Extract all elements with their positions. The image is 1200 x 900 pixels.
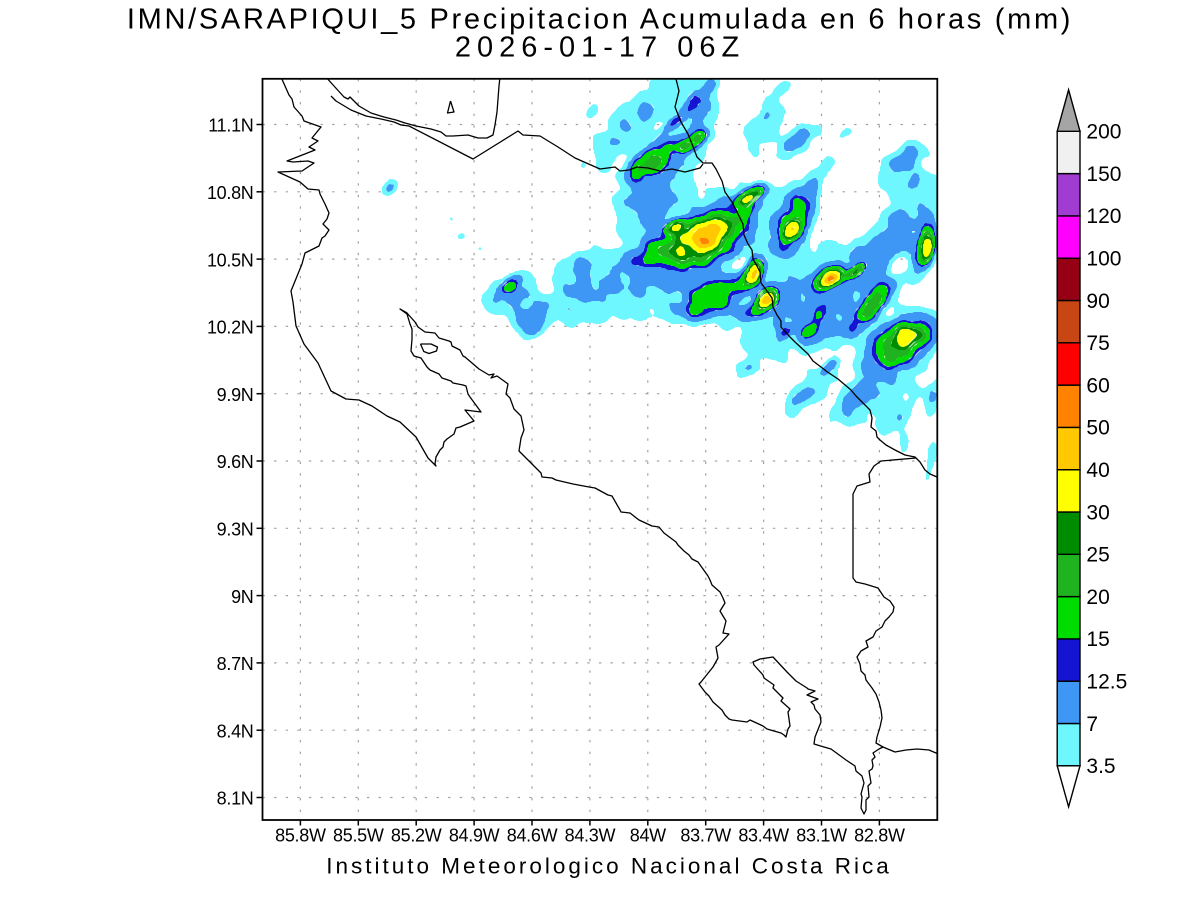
svg-text:30: 30 (1086, 501, 1109, 524)
svg-text:3.5: 3.5 (1086, 755, 1115, 778)
svg-text:9.3N: 9.3N (217, 520, 254, 540)
svg-text:83.4W: 83.4W (738, 826, 789, 846)
svg-text:9N: 9N (231, 587, 253, 607)
svg-text:9.6N: 9.6N (217, 452, 254, 472)
svg-text:20: 20 (1086, 586, 1109, 609)
svg-text:85.5W: 85.5W (333, 826, 384, 846)
svg-text:7: 7 (1086, 713, 1098, 736)
svg-text:200: 200 (1086, 121, 1121, 144)
svg-text:8.4N: 8.4N (217, 721, 254, 741)
svg-text:Instituto Meteorologico Nacion: Instituto Meteorologico Nacional Costa R… (326, 854, 891, 879)
svg-text:10.8N: 10.8N (207, 183, 254, 203)
svg-text:83.7W: 83.7W (680, 826, 731, 846)
svg-text:IMN/SARAPIQUI_5 Precipitacion: IMN/SARAPIQUI_5 Precipitacion Acumulada … (127, 4, 1073, 36)
svg-text:120: 120 (1086, 205, 1121, 228)
svg-text:40: 40 (1086, 459, 1109, 482)
svg-text:85.8W: 85.8W (275, 826, 326, 846)
svg-text:150: 150 (1086, 163, 1121, 186)
svg-text:15: 15 (1086, 628, 1109, 651)
svg-text:12.5: 12.5 (1086, 671, 1127, 694)
svg-text:90: 90 (1086, 290, 1109, 313)
svg-text:83.1W: 83.1W (796, 826, 847, 846)
svg-text:100: 100 (1086, 248, 1121, 271)
svg-text:11.1N: 11.1N (208, 116, 253, 136)
svg-text:60: 60 (1086, 374, 1109, 397)
svg-text:10.2N: 10.2N (207, 318, 254, 338)
svg-text:82.8W: 82.8W (854, 826, 905, 846)
svg-text:75: 75 (1086, 332, 1109, 355)
svg-text:8.1N: 8.1N (217, 789, 254, 809)
svg-text:84.3W: 84.3W (565, 826, 616, 846)
svg-text:10.5N: 10.5N (207, 250, 254, 270)
svg-text:85.2W: 85.2W (391, 826, 442, 846)
svg-text:25: 25 (1086, 544, 1109, 567)
svg-text:9.9N: 9.9N (217, 385, 254, 405)
svg-text:84.6W: 84.6W (507, 826, 558, 846)
svg-text:2026-01-17 06Z: 2026-01-17 06Z (455, 32, 745, 64)
svg-text:8.7N: 8.7N (217, 654, 254, 674)
svg-text:84W: 84W (630, 826, 666, 846)
svg-text:84.9W: 84.9W (449, 826, 500, 846)
svg-text:50: 50 (1086, 417, 1109, 440)
